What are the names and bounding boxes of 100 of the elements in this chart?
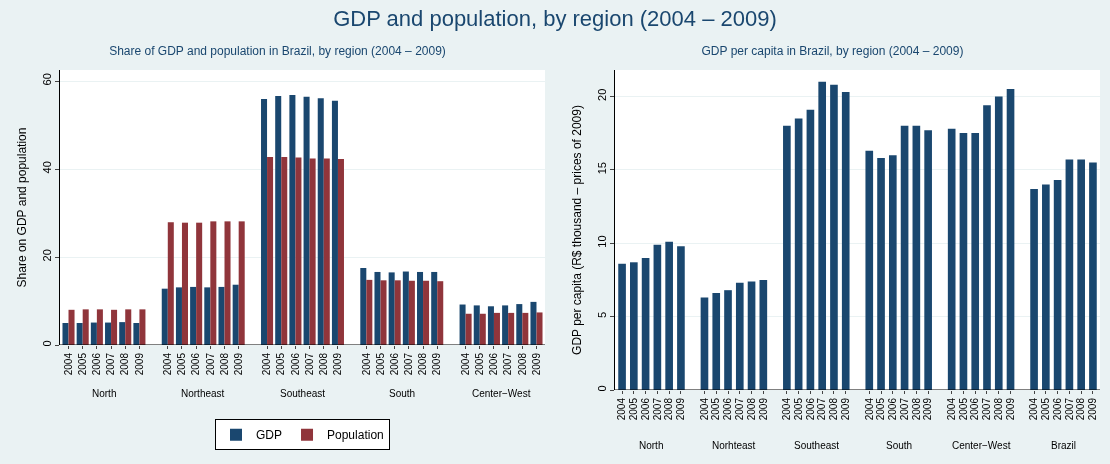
bar xyxy=(388,272,395,345)
y-tick-label: 20 xyxy=(40,249,53,262)
bar xyxy=(437,281,444,345)
x-tick-label: 2005 xyxy=(628,397,640,421)
bar xyxy=(508,312,515,345)
bar xyxy=(465,313,472,345)
y-tick-label: 0 xyxy=(40,340,53,347)
bar xyxy=(309,158,316,345)
x-tick-label: 2006 xyxy=(388,352,400,376)
x-tick-label: 2004 xyxy=(261,352,273,376)
x-tick-label: 2009 xyxy=(530,352,542,376)
bar xyxy=(900,125,909,390)
bar xyxy=(289,95,296,345)
bar xyxy=(139,309,146,345)
bar xyxy=(487,306,494,345)
bar xyxy=(408,280,415,345)
x-tick-label: 2009 xyxy=(839,397,851,421)
bar xyxy=(161,288,168,345)
bar xyxy=(366,279,373,345)
bar xyxy=(1006,89,1015,390)
bar xyxy=(190,286,197,345)
bar xyxy=(175,287,182,345)
x-tick-label: 2004 xyxy=(698,397,710,421)
bar xyxy=(374,271,381,345)
bar xyxy=(261,99,268,345)
bar xyxy=(522,312,529,345)
bar xyxy=(1089,162,1097,390)
x-tick-label: 2006 xyxy=(289,352,301,376)
x-tick-label: 2005 xyxy=(710,397,722,421)
bar xyxy=(794,118,803,390)
text: Southeast xyxy=(794,440,840,451)
bar xyxy=(210,221,217,345)
text: South xyxy=(389,388,416,399)
x-tick-label: 2008 xyxy=(119,352,131,376)
x-tick-label: 2006 xyxy=(1051,397,1063,421)
legend-label: GDP xyxy=(256,428,283,443)
bar xyxy=(983,105,991,390)
bar xyxy=(530,301,537,345)
x-tick-label: 2005 xyxy=(875,397,887,421)
bar xyxy=(841,92,850,390)
bar xyxy=(806,109,815,390)
x-tick-label: 2007 xyxy=(105,352,117,376)
y-tick-label: 15 xyxy=(595,162,608,175)
y-tick-label: 60 xyxy=(40,73,53,86)
legend-label: Population xyxy=(327,428,384,443)
bar xyxy=(473,305,480,345)
x-tick-label: 2007 xyxy=(502,352,514,376)
bar xyxy=(394,280,401,345)
x-tick-label: 2004 xyxy=(459,352,471,376)
bar xyxy=(783,125,791,390)
bar xyxy=(1042,184,1050,390)
bar xyxy=(423,280,430,345)
x-tick-label: 2007 xyxy=(898,397,910,421)
y-axis-title: GDP per capita (R$ thousand – prices of 2009) xyxy=(570,105,584,355)
bar xyxy=(96,309,103,345)
x-tick-label: 2005 xyxy=(76,352,88,376)
bar xyxy=(82,309,89,345)
bar xyxy=(105,322,112,345)
text: Center−West xyxy=(952,440,1011,451)
text: Northeast xyxy=(181,388,225,399)
x-tick-label: 2004 xyxy=(360,352,372,376)
x-tick-label: 2009 xyxy=(922,397,934,421)
bar xyxy=(700,297,709,390)
x-tick-label: 2005 xyxy=(374,352,386,376)
bar xyxy=(947,128,956,390)
bar xyxy=(417,271,424,345)
bar xyxy=(281,157,288,345)
x-tick-label: 2006 xyxy=(887,397,899,421)
bar xyxy=(877,158,885,390)
x-tick-label: 2007 xyxy=(651,397,663,421)
x-tick-label: 2009 xyxy=(675,397,687,421)
x-tick-label: 2009 xyxy=(1004,397,1016,421)
x-tick-label: 2004 xyxy=(863,397,875,421)
text: Brazil xyxy=(1051,440,1077,451)
bar xyxy=(275,95,282,345)
x-tick-label: 2005 xyxy=(957,397,969,421)
bar xyxy=(618,263,626,390)
bar xyxy=(111,309,118,345)
x-tick-label: 2004 xyxy=(945,397,957,421)
x-tick-label: 2004 xyxy=(62,352,74,376)
bar xyxy=(360,268,367,345)
bar xyxy=(479,313,486,345)
x-tick-label: 2007 xyxy=(303,352,315,376)
y-tick-label: 5 xyxy=(595,311,608,319)
x-tick-label: 2005 xyxy=(474,352,486,376)
x-tick-label: 2007 xyxy=(734,397,746,421)
x-tick-label: 2004 xyxy=(1028,397,1040,421)
y-axis-title: Share on GDP and population xyxy=(15,127,29,288)
x-tick-label: 2007 xyxy=(816,397,828,421)
bar xyxy=(238,221,245,345)
x-tick-label: 2004 xyxy=(616,397,628,421)
bar xyxy=(994,96,1003,390)
x-tick-label: 2006 xyxy=(190,352,202,376)
x-tick-label: 2004 xyxy=(781,397,793,421)
bar xyxy=(1053,180,1062,390)
bar xyxy=(677,246,685,390)
bar xyxy=(402,271,409,345)
bar xyxy=(712,293,721,390)
bar xyxy=(959,133,968,390)
x-tick-label: 2009 xyxy=(332,352,344,376)
